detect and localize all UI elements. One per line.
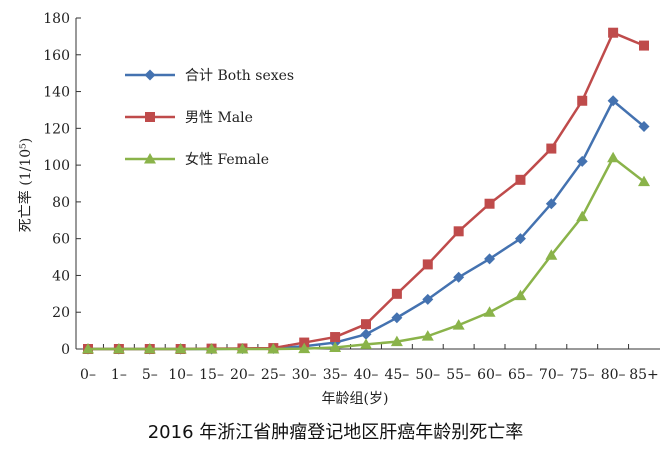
data-point: [576, 155, 588, 167]
x-tick-label: 55–: [446, 367, 471, 383]
data-point: [391, 288, 402, 299]
x-tick-label: 75–: [570, 367, 595, 383]
data-point: [391, 312, 403, 324]
figure-caption: 2016 年浙江省肿瘤登记地区肝癌年龄别死亡率: [147, 422, 524, 443]
axes: 0 20 40 60 80 100 120 140 160 180 0– 1– 5– 10– 15– 20– 2…: [43, 11, 660, 383]
y-tick-label: 160: [43, 48, 70, 64]
data-point: [514, 289, 527, 301]
x-tick-label: 1–: [111, 367, 127, 383]
data-point: [546, 143, 557, 154]
data-point: [360, 328, 372, 340]
y-tick-label: 140: [43, 85, 70, 101]
legend-marker: [145, 112, 155, 122]
legend-marker: [144, 153, 156, 164]
data-point: [638, 120, 650, 132]
data-point: [82, 343, 94, 354]
x-tick-label: 80–: [601, 367, 626, 383]
data-point: [361, 319, 371, 330]
data-point: [608, 27, 619, 38]
data-point: [422, 259, 433, 270]
data-point: [639, 40, 649, 51]
x-tick-label: 35–: [323, 367, 348, 383]
x-tick-label: 25–: [261, 367, 286, 383]
x-tick-label: 60–: [477, 367, 502, 383]
series-line: [88, 99, 645, 351]
data-point: [515, 174, 526, 185]
data-point: [453, 226, 464, 237]
x-axis-label: 年龄组(岁): [322, 391, 389, 407]
data-point: [236, 343, 249, 354]
data-point: [453, 271, 465, 283]
legend-entry: 合计 Both sexes: [125, 68, 294, 84]
legend-label: 合计 Both sexes: [185, 68, 294, 84]
data-point: [607, 151, 620, 163]
x-tick-label: 15–: [199, 367, 224, 383]
series-layer: [82, 27, 650, 355]
y-tick-label: 60: [52, 232, 70, 248]
x-tick-label: 50–: [415, 367, 440, 383]
x-tick-label: 40–: [354, 367, 379, 383]
data-point: [576, 210, 589, 222]
x-tick-label: 85+: [629, 367, 659, 383]
data-point: [267, 343, 280, 354]
y-tick-label: 80: [52, 195, 70, 211]
data-point: [298, 342, 311, 354]
data-point: [483, 306, 496, 317]
x-tick-label: 0–: [80, 367, 96, 383]
data-point: [205, 343, 218, 354]
y-tick-label: 20: [52, 305, 70, 321]
data-point: [299, 337, 310, 348]
data-point: [638, 175, 650, 187]
x-tick-label: 30–: [292, 367, 317, 383]
legend: 合计 Both sexes 男性 Male 女性 Female: [125, 68, 294, 168]
data-point: [484, 198, 495, 209]
series-3: [82, 151, 650, 354]
data-point: [484, 253, 496, 265]
data-point: [577, 95, 588, 106]
x-tick-label: 65–: [508, 367, 533, 383]
y-axis-label: 死亡率 (1/10⁵): [17, 138, 34, 232]
data-point: [174, 343, 187, 354]
data-point: [143, 343, 156, 354]
x-tick-label: 20–: [230, 367, 255, 383]
x-tick-label: 10–: [168, 367, 193, 383]
legend-entry: 女性 Female: [125, 151, 269, 168]
data-point: [330, 332, 341, 343]
y-tick-label: 120: [43, 121, 70, 137]
data-point: [545, 198, 557, 210]
series-1: [82, 95, 650, 355]
data-point: [452, 319, 465, 330]
y-tick-label: 40: [52, 268, 70, 284]
data-point: [421, 330, 434, 341]
legend-marker: [144, 69, 156, 81]
data-point: [112, 343, 125, 354]
data-point: [514, 233, 526, 245]
data-point: [422, 293, 434, 305]
data-point: [390, 335, 403, 347]
data-point: [545, 249, 558, 260]
data-point: [329, 341, 342, 353]
legend-label: 女性 Female: [185, 151, 269, 168]
x-tick-label: 70–: [539, 367, 564, 383]
series-2: [83, 27, 649, 354]
x-tick-label: 45–: [384, 367, 409, 383]
y-tick-label: 0: [61, 342, 70, 358]
data-point: [360, 338, 372, 349]
x-tick-label: 5–: [142, 367, 158, 383]
data-point: [607, 95, 619, 107]
legend-label: 男性 Male: [185, 110, 253, 126]
legend-entry: 男性 Male: [125, 110, 253, 126]
y-tick-label: 100: [43, 158, 70, 174]
y-tick-label: 180: [43, 11, 70, 27]
